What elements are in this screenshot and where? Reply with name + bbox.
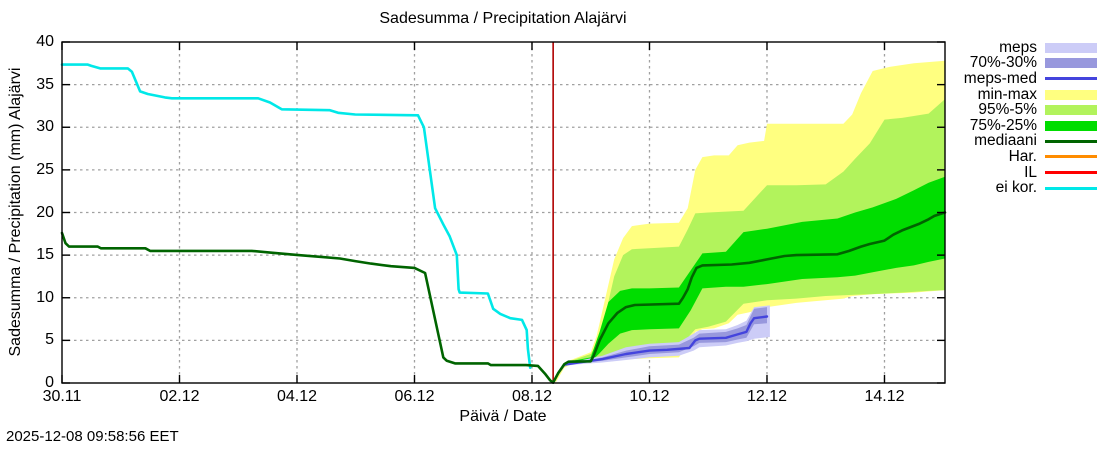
- legend-label: 70%-30%: [969, 54, 1037, 72]
- legend-swatch: [1045, 58, 1097, 69]
- legend-label: 95%-5%: [978, 101, 1037, 119]
- legend-item-min-max: min-max: [964, 85, 1097, 103]
- x-tick-label: 06.12: [394, 388, 435, 405]
- legend-item-70-30-: 70%-30%: [964, 54, 1097, 72]
- legend-item-har-: Har.: [964, 147, 1097, 165]
- y-tick-label: 30: [36, 118, 54, 136]
- legend-label: Har.: [1008, 147, 1037, 165]
- legend-swatch: [1045, 77, 1097, 81]
- legend-label: min-max: [977, 85, 1037, 103]
- x-tick-label: 14.12: [864, 388, 905, 405]
- x-tick-label: 08.12: [511, 388, 552, 405]
- legend-item-ei-kor-: ei kor.: [964, 179, 1097, 197]
- legend-swatch: [1045, 155, 1097, 159]
- y-tick-label: 10: [36, 288, 54, 306]
- legend-item-mediaani: mediaani: [964, 132, 1097, 150]
- legend-label: mediaani: [974, 132, 1037, 150]
- x-tick-label: 04.12: [276, 388, 317, 405]
- legend-swatch: [1045, 89, 1097, 100]
- legend-label: ei kor.: [995, 179, 1037, 197]
- x-tick-label: 30.11: [42, 388, 82, 405]
- y-tick-label: 0: [45, 374, 54, 391]
- x-tick-label: 10.12: [629, 388, 670, 405]
- chart-title: Sadesumma / Precipitation Alajärvi: [379, 10, 627, 27]
- legend-swatch: [1045, 171, 1097, 175]
- x-tick-label: 12.12: [746, 388, 787, 405]
- legend-item-il: IL: [964, 163, 1097, 181]
- legend-item-meps: meps: [964, 38, 1097, 56]
- y-tick-label: 5: [45, 331, 54, 349]
- legend-item-meps-med: meps-med: [963, 69, 1097, 87]
- legend-swatch: [1045, 42, 1097, 53]
- y-tick-label: 15: [36, 246, 54, 264]
- y-tick-label: 40: [36, 33, 54, 50]
- legend-label: meps-med: [963, 69, 1037, 87]
- legend: meps 70%-30% meps-med min-max 95%-5% 75%-25% m…: [963, 38, 1097, 197]
- x-axis-label: Päivä / Date: [459, 408, 547, 425]
- legend-swatch: [1045, 139, 1097, 143]
- legend-swatch: [1045, 120, 1097, 131]
- legend-item-95-5-: 95%-5%: [964, 101, 1097, 119]
- y-tick-label: 25: [36, 160, 54, 178]
- legend-swatch: [1045, 186, 1097, 190]
- legend-label: 75%-25%: [969, 116, 1037, 134]
- legend-label: meps: [999, 38, 1037, 56]
- x-tick-label: 02.12: [159, 388, 200, 405]
- y-tick-label: 35: [36, 75, 54, 93]
- y-tick-label: 20: [36, 203, 54, 221]
- timestamp: 2025-12-08 09:58:56 EET: [6, 428, 179, 445]
- legend-label: IL: [1024, 163, 1037, 181]
- legend-swatch: [1045, 105, 1097, 116]
- legend-item-75-25-: 75%-25%: [964, 116, 1097, 134]
